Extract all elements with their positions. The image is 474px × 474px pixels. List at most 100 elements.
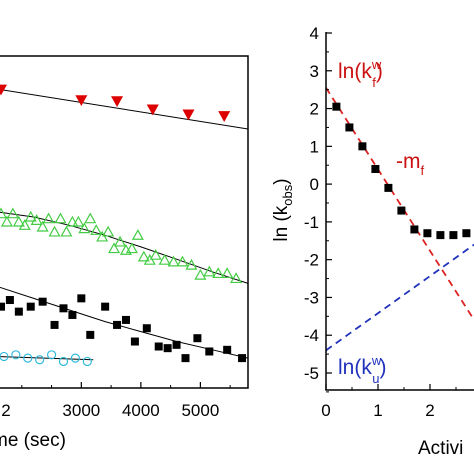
data-point-s1-33 <box>212 267 225 279</box>
data-point-s1-31 <box>194 268 207 280</box>
data-point-8 <box>436 231 445 240</box>
data-point-s2-0 <box>0 302 5 311</box>
y-tick-label--5: -5 <box>304 364 319 383</box>
data-point-s2-16 <box>163 344 172 353</box>
data-point-s3-3 <box>35 355 45 365</box>
x-tick-label-0: 0 <box>321 401 330 420</box>
data-point-s2-2 <box>14 307 23 316</box>
fit-curve-0 <box>0 89 249 130</box>
data-point-s3-4 <box>46 350 57 360</box>
data-point-s2-20 <box>205 347 214 356</box>
data-point-0 <box>332 102 341 111</box>
x-tick-label-3000: 3000 <box>62 401 100 420</box>
data-point-5 <box>397 206 406 215</box>
x-tick-label-1: 1 <box>373 401 382 420</box>
data-point-s2-6 <box>59 304 68 313</box>
ku-sub: u <box>372 371 379 386</box>
data-point-s1-5 <box>24 210 37 222</box>
data-point-s1-6 <box>30 214 43 225</box>
data-point-s2-5 <box>50 320 59 329</box>
dashed-line-0 <box>325 87 474 321</box>
y-tick-label-4: 4 <box>310 24 319 43</box>
y-tick-label--1: -1 <box>304 213 319 232</box>
fit-curve-3 <box>0 356 94 361</box>
data-point-s2-12 <box>121 315 130 324</box>
data-point-s1-1 <box>0 215 13 227</box>
right-x-axis-title: Activi <box>418 438 463 459</box>
y-title-sub: obs <box>280 184 295 205</box>
kf-main: ln(k <box>338 60 372 83</box>
data-point-s1-7 <box>36 220 49 232</box>
data-point-s1-15 <box>84 212 97 224</box>
ku-sup: w <box>371 353 382 368</box>
x-tick-label-4000: 4000 <box>122 401 160 420</box>
kf-sub: f <box>372 75 376 90</box>
data-point-s1-9 <box>48 225 61 237</box>
data-point-s2-1 <box>5 296 14 305</box>
data-point-s1-18 <box>102 225 115 237</box>
data-point-s1-34 <box>221 267 234 279</box>
data-point-s0-5 <box>218 111 231 122</box>
data-point-s2-4 <box>38 297 47 306</box>
data-point-s1-22 <box>125 242 138 254</box>
data-point-s1-30 <box>185 258 198 270</box>
data-point-s3-7 <box>82 356 92 367</box>
data-point-s2-19 <box>193 334 202 343</box>
data-point-s3-5 <box>58 356 69 367</box>
y-tick-label--4: -4 <box>304 326 319 345</box>
data-point-s0-4 <box>182 109 195 121</box>
data-point-s3-2 <box>23 353 33 363</box>
right-data-points <box>332 102 471 240</box>
data-point-s1-20 <box>114 235 127 247</box>
data-point-s1-35 <box>230 272 243 284</box>
data-point-s1-26 <box>149 248 162 260</box>
data-point-s1-19 <box>108 242 121 254</box>
data-point-s0-1 <box>75 95 88 107</box>
mf-main: -m <box>396 150 421 173</box>
data-point-s2-18 <box>181 354 190 363</box>
data-point-s1-8 <box>42 212 55 224</box>
data-point-s3-6 <box>70 353 80 363</box>
data-point-6 <box>410 225 419 234</box>
y-title-main: ln (k <box>271 205 292 241</box>
data-point-s1-14 <box>78 222 91 234</box>
annotation-ln-kf: ln(kw f) <box>338 57 383 90</box>
data-point-s0-2 <box>111 96 124 108</box>
y-tick-label-1: 1 <box>310 137 319 156</box>
data-point-9 <box>449 231 458 240</box>
x-tick-label-2: 2 <box>425 401 434 420</box>
annotation-ln-ku: ln(kw u) <box>338 353 386 386</box>
data-point-s2-17 <box>172 340 181 349</box>
data-point-4 <box>384 183 393 192</box>
ku-main: ln(k <box>338 356 372 379</box>
data-point-s0-0 <box>0 84 7 96</box>
mf-sub: f <box>421 163 425 178</box>
data-point-s2-7 <box>68 310 77 319</box>
data-point-s1-13 <box>72 215 85 227</box>
data-point-s2-3 <box>26 302 35 311</box>
data-point-s1-29 <box>176 255 189 267</box>
right-dashed-lines <box>325 87 474 352</box>
y-tick-label-3: 3 <box>310 62 319 81</box>
data-point-7 <box>423 229 432 238</box>
data-point-s1-2 <box>6 207 19 219</box>
data-point-s1-12 <box>66 215 79 227</box>
data-point-2 <box>358 142 367 151</box>
y-tick-label--2: -2 <box>304 251 319 270</box>
data-point-1 <box>345 123 354 132</box>
data-point-s2-11 <box>113 320 122 329</box>
data-point-s1-11 <box>60 225 73 237</box>
dashed-line-1 <box>325 243 474 352</box>
left-panel: 3000 4000 5000 2 me (sec) <box>0 55 249 451</box>
data-point-s1-4 <box>18 219 31 230</box>
ku-close: ) <box>379 356 386 379</box>
left-plot-frame <box>0 55 249 389</box>
data-point-s1-24 <box>137 250 150 262</box>
data-point-s3-0 <box>0 351 9 362</box>
data-point-10 <box>462 229 471 238</box>
kf-sup: w <box>371 57 382 72</box>
data-point-s1-10 <box>54 212 67 224</box>
